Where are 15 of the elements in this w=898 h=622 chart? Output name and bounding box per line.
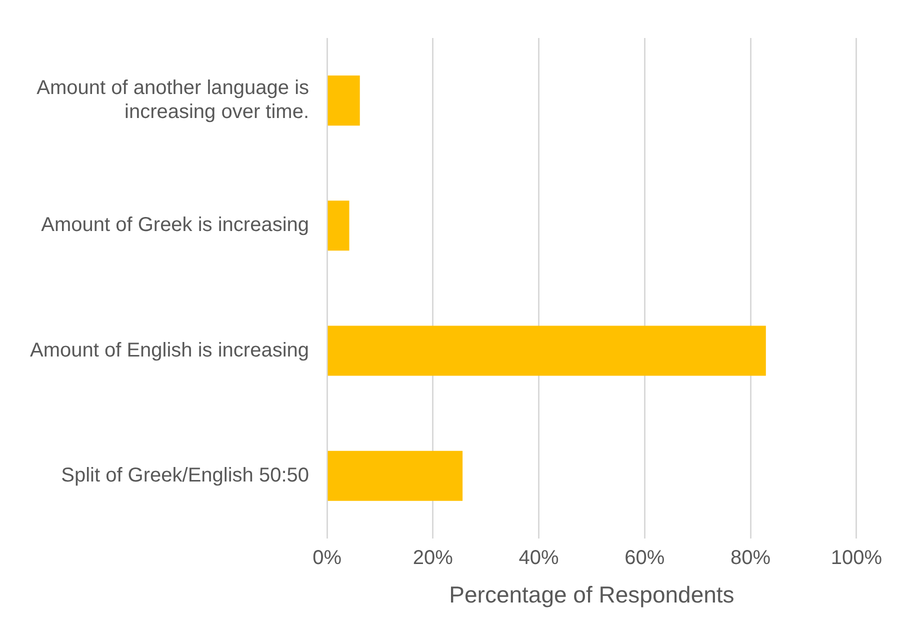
x-tick-label: 20%	[412, 546, 454, 569]
y-tick-label: Amount of another language is increasing over time.	[36, 77, 310, 124]
x-tick-label: 60%	[624, 546, 665, 569]
x-tick-label: 40%	[518, 546, 560, 569]
x-tick-label: 100%	[830, 546, 882, 569]
bar	[328, 450, 463, 501]
y-tick-label: Amount of Greek is increasing	[41, 214, 310, 236]
y-tick-label: Split of Greek/English 50:50	[61, 464, 310, 486]
x-axis-title: Percentage of Respondents	[449, 582, 734, 608]
x-tick-label: 80%	[730, 546, 771, 569]
bar	[328, 200, 350, 251]
bar	[328, 76, 360, 126]
y-tick-label: Amount of English is increasing	[30, 339, 310, 362]
x-tick-label: 0%	[312, 546, 342, 569]
bar	[328, 326, 766, 376]
